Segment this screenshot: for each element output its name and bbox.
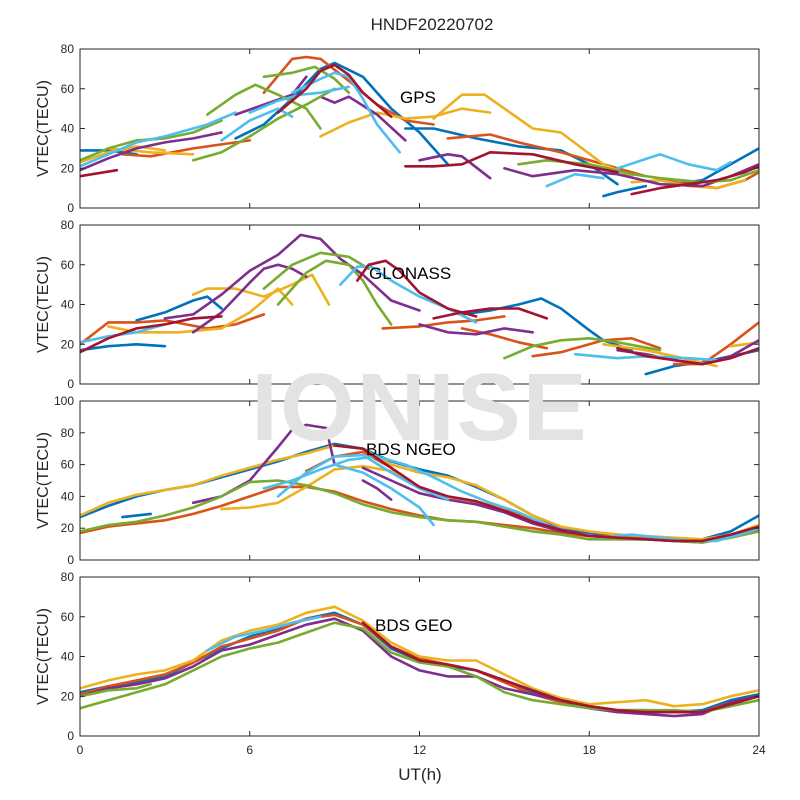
- series-line: [80, 111, 237, 168]
- y-tick-label: 40: [61, 122, 75, 136]
- panel-2: 0 20 40 60 80 VTEC(TECU) GLONASS: [35, 218, 760, 391]
- y-axis-label: VTEC(TECU): [35, 80, 52, 177]
- x-tick-label: 12: [413, 743, 427, 757]
- y-tick-label: 60: [61, 258, 75, 272]
- y-axis-label: VTEC(TECU): [35, 608, 52, 705]
- series-line: [276, 453, 450, 501]
- series-line: [319, 95, 407, 142]
- y-tick-label: 0: [67, 729, 74, 743]
- series-line: [545, 172, 605, 188]
- series-line: [80, 605, 759, 708]
- series-line: [333, 444, 759, 543]
- x-tick-label: 0: [77, 743, 84, 757]
- y-tick-label: 20: [61, 161, 75, 175]
- series-line: [418, 323, 534, 336]
- series-line: [80, 485, 759, 543]
- series-line: [262, 251, 370, 290]
- y-tick-label: 80: [61, 426, 75, 440]
- series-line: [191, 87, 336, 162]
- y-tick-label: 20: [61, 689, 75, 703]
- series-line: [80, 683, 152, 698]
- y-tick-label: 0: [67, 201, 74, 215]
- y-tick-label: 20: [61, 521, 75, 535]
- x-tick-label: 6: [246, 743, 253, 757]
- series-line: [361, 479, 393, 501]
- series-line: [206, 615, 322, 652]
- figure-title: HNDF20220702: [371, 15, 494, 34]
- series-line: [80, 315, 223, 354]
- series-line: [361, 621, 759, 714]
- series-line: [80, 617, 759, 718]
- series-line: [503, 337, 662, 360]
- plot-area: [80, 401, 759, 560]
- y-axis-label: VTEC(TECU): [35, 256, 52, 353]
- series-line: [276, 63, 393, 118]
- x-tick-label: 24: [752, 743, 766, 757]
- y-tick-label: 40: [61, 298, 75, 312]
- series-line: [356, 259, 478, 318]
- series-line: [616, 153, 732, 172]
- series-line: [630, 165, 759, 196]
- series-line: [80, 168, 119, 178]
- series-line: [262, 65, 351, 94]
- y-tick-label: 0: [67, 377, 74, 391]
- series-line: [80, 343, 167, 352]
- series-line: [80, 621, 759, 714]
- watermark: IONISE: [251, 354, 588, 461]
- series-line: [163, 233, 421, 320]
- y-tick-label: 60: [61, 458, 75, 472]
- y-tick-label: 0: [67, 553, 74, 567]
- y-axis-label: VTEC(TECU): [35, 432, 52, 529]
- clip-group: [80, 423, 759, 544]
- series-line: [206, 83, 322, 130]
- series-line: [220, 107, 294, 142]
- y-tick-label: 40: [61, 489, 75, 503]
- panel-label: BDS GEO: [375, 616, 452, 635]
- clip-group: [80, 55, 759, 198]
- series-line: [432, 307, 549, 320]
- panel-4: 0 20 40 60 80 VTEC(TECU) BDS GEO: [35, 570, 760, 743]
- series-line: [333, 463, 435, 527]
- panel-1: 0 20 40 60 80 VTEC(TECU) GPS: [35, 42, 760, 215]
- y-tick-label: 60: [61, 82, 75, 96]
- x-tick-label: 18: [583, 743, 597, 757]
- panel-label: GPS: [400, 88, 436, 107]
- y-tick-label: 80: [61, 570, 75, 584]
- series-line: [432, 93, 633, 178]
- clip-group: [80, 605, 759, 718]
- series-line: [672, 321, 759, 366]
- panel-label: GLONASS: [369, 264, 451, 283]
- series-line: [381, 315, 506, 330]
- series-line: [602, 184, 648, 198]
- y-tick-label: 100: [54, 394, 74, 408]
- series-line: [234, 61, 450, 166]
- series-line: [121, 139, 252, 158]
- panel-3: 0 20 40 60 80 100 VTEC(TECU) BDS NGEO: [35, 394, 760, 567]
- series-line: [418, 153, 492, 180]
- series-line: [191, 273, 331, 306]
- x-axis-label: UT(h): [398, 765, 441, 784]
- y-tick-label: 80: [61, 42, 75, 56]
- series-line: [121, 512, 152, 519]
- series-line: [404, 151, 619, 174]
- series-line: [80, 313, 266, 346]
- series-line: [191, 263, 308, 334]
- series-line: [319, 107, 492, 138]
- clip-group: [80, 233, 759, 376]
- series-line: [616, 346, 759, 366]
- series-line: [602, 343, 718, 368]
- panel-label: BDS NGEO: [366, 440, 456, 459]
- y-tick-label: 20: [61, 337, 75, 351]
- y-tick-label: 40: [61, 650, 75, 664]
- series-line: [517, 159, 759, 184]
- y-tick-label: 80: [61, 218, 75, 232]
- series-line: [276, 259, 393, 326]
- y-tick-label: 60: [61, 610, 75, 624]
- series-line: [672, 147, 759, 186]
- series-line: [80, 131, 223, 172]
